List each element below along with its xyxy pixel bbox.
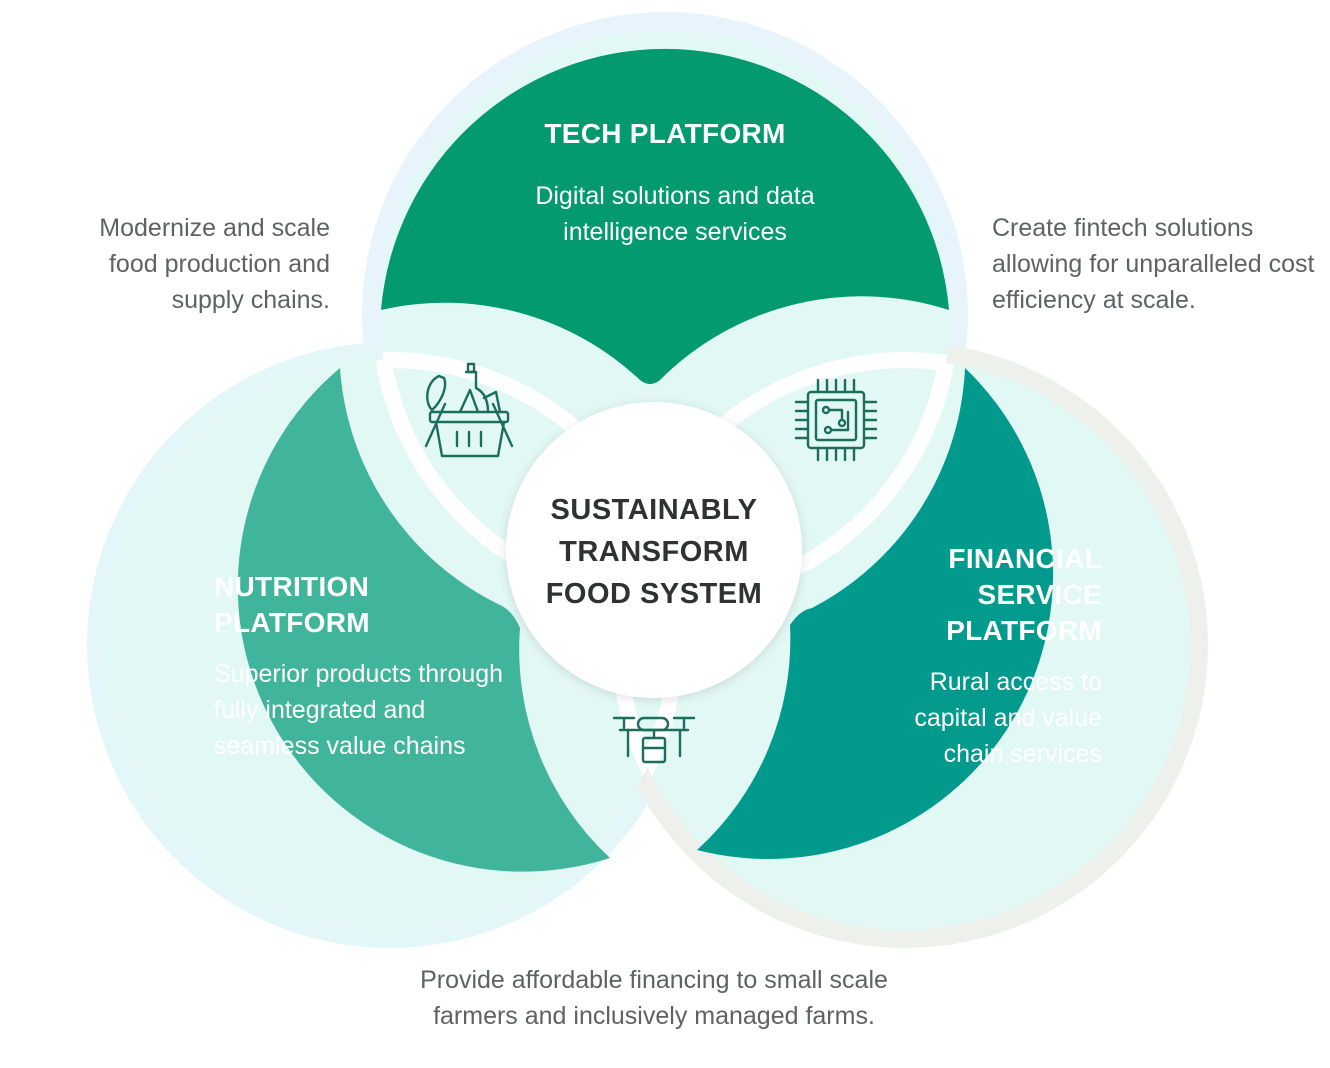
tech-platform-title: TECH PLATFORM (505, 116, 825, 152)
note-top-left: Modernize and scale food production and … (50, 210, 330, 318)
note-top-right: Create fintech solutions allowing for un… (992, 210, 1317, 318)
financial-platform-description: Rural access to capital and value chain … (870, 664, 1102, 772)
note-bottom: Provide affordable financing to small sc… (410, 962, 898, 1034)
center-title: SUSTAINABLY TRANSFORM FOOD SYSTEM (530, 489, 778, 615)
nutrition-platform-description: Superior products through fully integrat… (214, 656, 519, 764)
nutrition-platform-title: NUTRITION PLATFORM (214, 569, 414, 641)
tech-platform-description: Digital solutions and data intelligence … (500, 178, 850, 250)
financial-platform-title: FINANCIAL SERVICE PLATFORM (890, 541, 1102, 649)
